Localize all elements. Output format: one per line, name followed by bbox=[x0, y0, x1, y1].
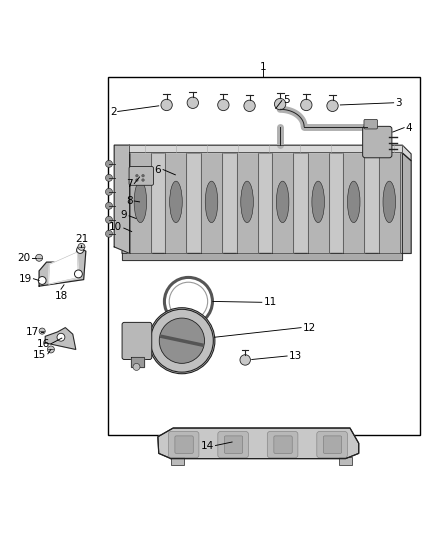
Polygon shape bbox=[403, 153, 411, 253]
Ellipse shape bbox=[134, 181, 147, 223]
Polygon shape bbox=[122, 253, 403, 260]
Text: 3: 3 bbox=[396, 98, 402, 108]
FancyBboxPatch shape bbox=[168, 432, 199, 458]
Text: 4: 4 bbox=[406, 123, 413, 133]
Circle shape bbox=[38, 277, 46, 285]
Circle shape bbox=[133, 364, 140, 370]
Text: 19: 19 bbox=[19, 274, 32, 284]
Polygon shape bbox=[272, 152, 293, 253]
Text: 10: 10 bbox=[109, 222, 122, 232]
Circle shape bbox=[47, 346, 54, 353]
Circle shape bbox=[77, 246, 84, 253]
Polygon shape bbox=[158, 428, 359, 458]
Text: 14: 14 bbox=[201, 440, 214, 450]
Polygon shape bbox=[122, 145, 411, 161]
FancyBboxPatch shape bbox=[218, 432, 248, 458]
Circle shape bbox=[35, 254, 42, 261]
Text: 6: 6 bbox=[155, 165, 161, 175]
Circle shape bbox=[142, 179, 145, 181]
Polygon shape bbox=[122, 149, 411, 253]
FancyBboxPatch shape bbox=[274, 436, 292, 454]
Polygon shape bbox=[131, 357, 144, 367]
Ellipse shape bbox=[170, 181, 182, 223]
Text: 5: 5 bbox=[284, 95, 290, 104]
Circle shape bbox=[106, 160, 113, 167]
Ellipse shape bbox=[276, 181, 289, 223]
Text: 21: 21 bbox=[75, 234, 88, 244]
Circle shape bbox=[57, 333, 65, 341]
Circle shape bbox=[39, 328, 45, 334]
FancyBboxPatch shape bbox=[129, 166, 153, 185]
Text: 9: 9 bbox=[121, 210, 127, 220]
Ellipse shape bbox=[383, 181, 396, 223]
Text: 13: 13 bbox=[289, 351, 302, 360]
Bar bbox=[339, 457, 352, 465]
FancyBboxPatch shape bbox=[267, 432, 298, 458]
Polygon shape bbox=[343, 152, 364, 253]
Circle shape bbox=[106, 188, 113, 195]
Circle shape bbox=[106, 216, 113, 223]
Polygon shape bbox=[130, 145, 403, 152]
Circle shape bbox=[159, 318, 205, 364]
Circle shape bbox=[300, 99, 312, 111]
Text: 8: 8 bbox=[126, 196, 133, 206]
Text: 20: 20 bbox=[17, 253, 30, 263]
FancyBboxPatch shape bbox=[224, 436, 243, 454]
Circle shape bbox=[136, 179, 138, 181]
Circle shape bbox=[150, 309, 213, 372]
Polygon shape bbox=[379, 152, 400, 253]
Circle shape bbox=[275, 99, 286, 110]
Bar bbox=[108, 77, 420, 434]
Circle shape bbox=[106, 230, 113, 237]
Circle shape bbox=[240, 354, 251, 365]
Polygon shape bbox=[114, 145, 130, 253]
Polygon shape bbox=[166, 152, 187, 253]
Ellipse shape bbox=[205, 181, 218, 223]
Polygon shape bbox=[307, 152, 328, 253]
Text: 15: 15 bbox=[33, 350, 46, 360]
Circle shape bbox=[74, 270, 82, 278]
Circle shape bbox=[78, 244, 85, 251]
Bar bbox=[171, 457, 184, 465]
Polygon shape bbox=[130, 152, 151, 253]
Polygon shape bbox=[49, 252, 78, 284]
FancyBboxPatch shape bbox=[363, 126, 392, 158]
Ellipse shape bbox=[347, 181, 360, 223]
FancyBboxPatch shape bbox=[175, 436, 193, 454]
FancyBboxPatch shape bbox=[317, 432, 347, 458]
Ellipse shape bbox=[241, 181, 253, 223]
Circle shape bbox=[136, 174, 138, 177]
Circle shape bbox=[106, 203, 113, 209]
Text: 12: 12 bbox=[303, 322, 316, 333]
Circle shape bbox=[161, 99, 172, 111]
FancyBboxPatch shape bbox=[364, 119, 378, 129]
Circle shape bbox=[218, 99, 229, 111]
Text: 7: 7 bbox=[126, 179, 133, 189]
Polygon shape bbox=[201, 152, 222, 253]
Text: 1: 1 bbox=[259, 61, 266, 71]
Text: 11: 11 bbox=[264, 297, 277, 308]
Circle shape bbox=[187, 97, 198, 108]
Text: 16: 16 bbox=[36, 339, 49, 349]
Circle shape bbox=[327, 100, 338, 111]
Polygon shape bbox=[45, 328, 76, 350]
Ellipse shape bbox=[312, 181, 325, 223]
Text: 17: 17 bbox=[26, 327, 39, 337]
Text: 18: 18 bbox=[54, 290, 67, 301]
Polygon shape bbox=[237, 152, 258, 253]
Circle shape bbox=[244, 100, 255, 111]
FancyBboxPatch shape bbox=[122, 322, 152, 359]
FancyBboxPatch shape bbox=[323, 436, 342, 454]
Circle shape bbox=[106, 174, 113, 181]
Polygon shape bbox=[39, 247, 86, 286]
Circle shape bbox=[149, 308, 215, 374]
Text: 2: 2 bbox=[110, 107, 117, 117]
Circle shape bbox=[142, 174, 145, 177]
